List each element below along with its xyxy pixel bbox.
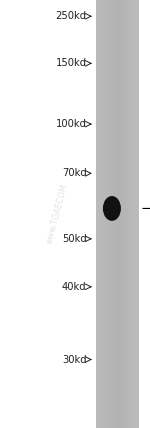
Bar <box>138 0 139 428</box>
Bar <box>125 0 126 428</box>
Bar <box>131 0 132 428</box>
Bar <box>97 0 98 428</box>
Text: 70kd: 70kd <box>62 168 87 178</box>
Bar <box>124 0 125 428</box>
Bar <box>102 0 103 428</box>
Bar <box>96 0 97 428</box>
Bar <box>106 0 107 428</box>
Bar <box>101 0 102 428</box>
Text: 50kd: 50kd <box>62 234 87 244</box>
Bar <box>119 0 120 428</box>
Bar <box>111 0 112 428</box>
Bar <box>107 0 108 428</box>
Bar <box>120 0 121 428</box>
Bar <box>105 0 106 428</box>
Bar <box>115 0 116 428</box>
Text: www.TGAECOM: www.TGAECOM <box>45 183 69 245</box>
Bar <box>98 0 99 428</box>
Bar <box>116 0 117 428</box>
Bar <box>114 0 116 428</box>
Bar <box>108 0 110 428</box>
Bar <box>103 0 104 428</box>
Bar <box>100 0 101 428</box>
Bar <box>127 0 128 428</box>
Text: 250kd: 250kd <box>56 11 87 21</box>
Ellipse shape <box>103 196 121 221</box>
Bar <box>99 0 100 428</box>
Bar <box>128 0 129 428</box>
Text: 100kd: 100kd <box>56 119 87 129</box>
Bar <box>137 0 138 428</box>
Text: 150kd: 150kd <box>56 58 87 68</box>
Bar <box>96 0 97 428</box>
Bar <box>122 0 123 428</box>
Bar <box>114 0 115 428</box>
Bar <box>112 0 113 428</box>
Bar <box>110 0 111 428</box>
Bar <box>108 0 109 428</box>
Bar <box>134 0 135 428</box>
Bar <box>118 0 119 428</box>
Bar <box>109 0 110 428</box>
Bar <box>126 0 127 428</box>
Bar <box>136 0 137 428</box>
Bar <box>113 0 114 428</box>
Bar <box>120 0 122 428</box>
Bar <box>133 0 134 428</box>
Bar <box>135 0 136 428</box>
Text: 40kd: 40kd <box>62 282 87 292</box>
Bar <box>117 0 118 428</box>
Bar <box>132 0 133 428</box>
Bar <box>127 0 128 428</box>
Text: 30kd: 30kd <box>62 354 87 365</box>
Bar <box>130 0 131 428</box>
Bar <box>129 0 130 428</box>
Bar <box>121 0 122 428</box>
Bar <box>123 0 124 428</box>
Bar <box>102 0 103 428</box>
Bar <box>104 0 105 428</box>
